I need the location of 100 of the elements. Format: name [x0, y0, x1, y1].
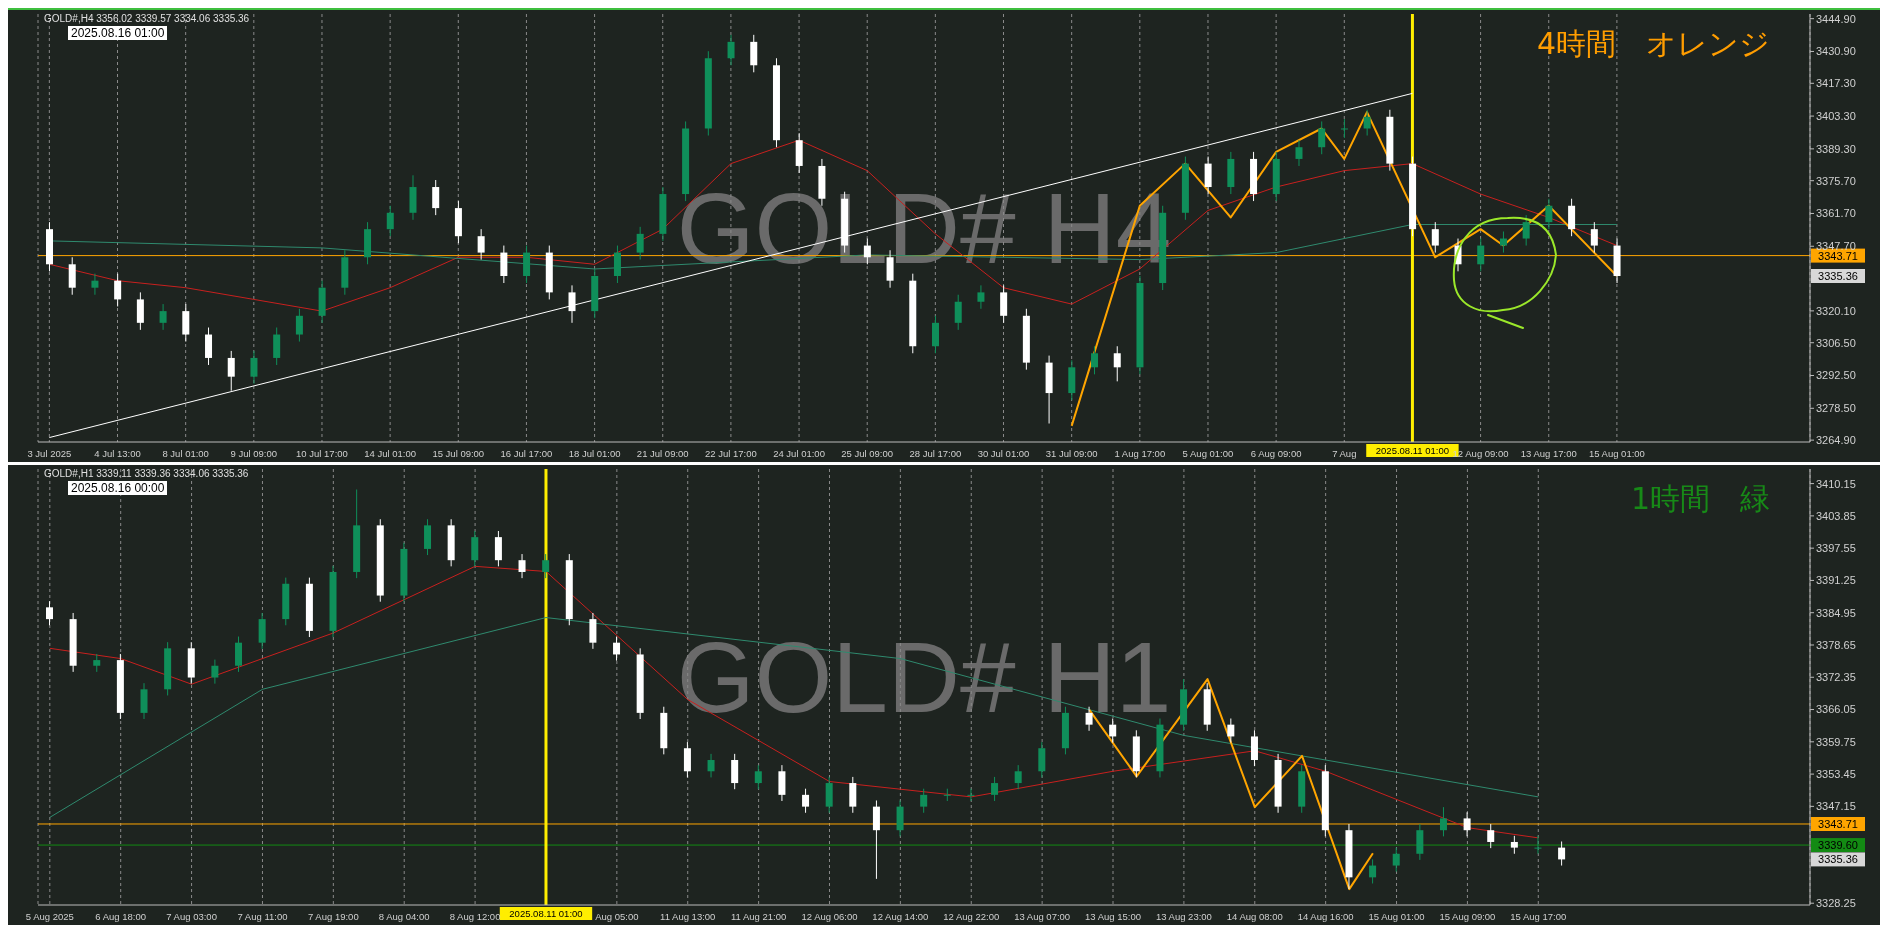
y-tick-label: 3264.90: [1816, 434, 1856, 447]
x-tick-label: 14 Aug 08:00: [1226, 910, 1283, 922]
candlestick: [500, 245, 508, 284]
candlestick: [802, 788, 810, 814]
x-tick-label: 28 Jul 17:00: [909, 447, 962, 459]
x-tick-label: 7 Aug 19:00: [307, 910, 359, 922]
candlestick: [295, 308, 303, 343]
candlestick: [1295, 139, 1303, 167]
y-tick-label: 3359.75: [1816, 735, 1856, 748]
x-tick-label: 13 Aug 23:00: [1155, 910, 1212, 922]
y-tick-label: 3292.50: [1816, 369, 1856, 382]
chart-subtitle: GOLD#,H4 3356.02 3339.57 3334.06 3335.36: [44, 13, 250, 24]
candlestick: [1416, 823, 1424, 861]
candlestick: [967, 788, 975, 802]
candlestick: [523, 245, 531, 284]
y-tick-label: 3366.05: [1816, 703, 1856, 716]
candlestick: [778, 764, 786, 802]
candlestick: [920, 788, 928, 814]
candlestick: [211, 659, 219, 685]
x-tick-label: 8 Aug 04:00: [378, 910, 430, 922]
candlestick: [589, 612, 597, 650]
y-tick-label: 3417.30: [1816, 77, 1856, 90]
x-tick-label: 5 Aug 01:00: [1182, 447, 1234, 459]
candlestick: [1113, 345, 1121, 382]
candlestick: [1204, 156, 1212, 195]
candlestick: [683, 741, 691, 778]
candlestick: [727, 34, 735, 66]
y-tick-label: 3378.65: [1816, 638, 1856, 651]
candlestick: [518, 553, 526, 579]
y-tick-label: 3328.25: [1816, 897, 1856, 910]
x-tick-label: 30 Jul 01:00: [977, 447, 1030, 459]
x-tick-label: 10 Jul 17:00: [296, 447, 348, 459]
x-tick-label: 16 Jul 17:00: [500, 447, 553, 459]
y-tick-label: 3372.35: [1816, 671, 1856, 684]
y-tick-label: 3430.90: [1816, 45, 1856, 58]
y-tick-label: 3444.90: [1816, 12, 1856, 25]
x-tick-label: 21 Jul 09:00: [636, 447, 689, 459]
candlestick: [46, 600, 53, 626]
candlestick: [1109, 718, 1117, 744]
y-tick-label: 3347.15: [1816, 800, 1856, 813]
ref-line-label: 3339.60: [1818, 839, 1858, 852]
x-tick-label: 31 Jul 09:00: [1045, 447, 1098, 459]
candlestick: [494, 530, 502, 567]
candlestick: [205, 327, 213, 366]
candlestick: [1487, 823, 1495, 849]
ref-line-label: 3343.71: [1818, 818, 1858, 830]
text: 3335.36: [1818, 270, 1858, 282]
candlestick: [943, 788, 951, 802]
candlestick: [1558, 840, 1566, 867]
candlestick: [250, 350, 258, 385]
candlestick: [91, 273, 99, 296]
candlestick: [1250, 729, 1258, 767]
candlestick: [613, 636, 621, 662]
candlestick: [182, 303, 190, 343]
chart-subtitle: GOLD#,H1 3339.11 3339.36 3334.06 3335.36: [44, 468, 249, 479]
candlestick: [432, 179, 440, 216]
candlestick: [750, 34, 758, 73]
x-tick-label: 14 Jul 01:00: [364, 447, 417, 459]
x-tick-label: 7 Aug: [1332, 447, 1357, 459]
x-tick-label: 3 Jul 2025: [27, 447, 72, 459]
candlestick: [825, 776, 833, 814]
candlestick: [1439, 806, 1447, 837]
x-tick-label: 8 Aug 12:00: [449, 910, 501, 922]
x-tick-label: 8 Jul 01:00: [162, 447, 209, 459]
candlestick: [1477, 238, 1485, 272]
candlestick: [1499, 231, 1507, 254]
x-tick-label: 15 Aug 01:00: [1368, 910, 1425, 922]
candlestick: [68, 256, 76, 296]
x-tick-label: 15 Jul 09:00: [432, 447, 485, 459]
y-tick-label: 3403.85: [1816, 509, 1856, 522]
x-tick-label: 5 Aug 2025: [25, 910, 74, 922]
x-tick-label: 14 Aug 16:00: [1297, 910, 1354, 922]
candlestick: [1014, 764, 1022, 790]
candlestick: [636, 226, 644, 261]
candlestick: [114, 273, 122, 307]
candlestick: [1227, 718, 1235, 744]
candlestick: [471, 530, 479, 567]
candlestick: [1318, 120, 1326, 155]
candlestick: [140, 682, 148, 720]
candlestick: [258, 612, 266, 650]
y-tick-label: 3384.95: [1816, 606, 1856, 619]
x-tick-label: 6 Aug 18:00: [95, 910, 147, 922]
x-tick-label: 7 Aug 03:00: [166, 910, 217, 922]
candlestick: [991, 776, 999, 802]
candlestick: [849, 776, 857, 814]
x-tick-label: 13 Aug 17:00: [1520, 447, 1577, 459]
x-tick-label: 7 Aug 11:00: [237, 910, 288, 922]
x-tick-label: 9 Jul 09:00: [230, 447, 278, 459]
y-tick-label: 3389.30: [1816, 142, 1856, 155]
annotation: 2025.08.16 01:00: [68, 26, 168, 40]
y-tick-label: 3397.55: [1816, 542, 1856, 555]
x-tick-label: 11 Aug 13:00: [660, 910, 716, 922]
text: 3335.36: [1818, 853, 1858, 866]
candlestick: [872, 799, 880, 880]
candlestick: [1392, 847, 1400, 873]
chart-title: 4時間 オレンジ: [1536, 25, 1770, 63]
y-tick-label: 3410.15: [1816, 477, 1856, 490]
y-tick-label: 3391.25: [1816, 574, 1856, 587]
x-tick-label: 12 Aug 14:00: [872, 910, 929, 922]
candlestick: [227, 350, 235, 392]
